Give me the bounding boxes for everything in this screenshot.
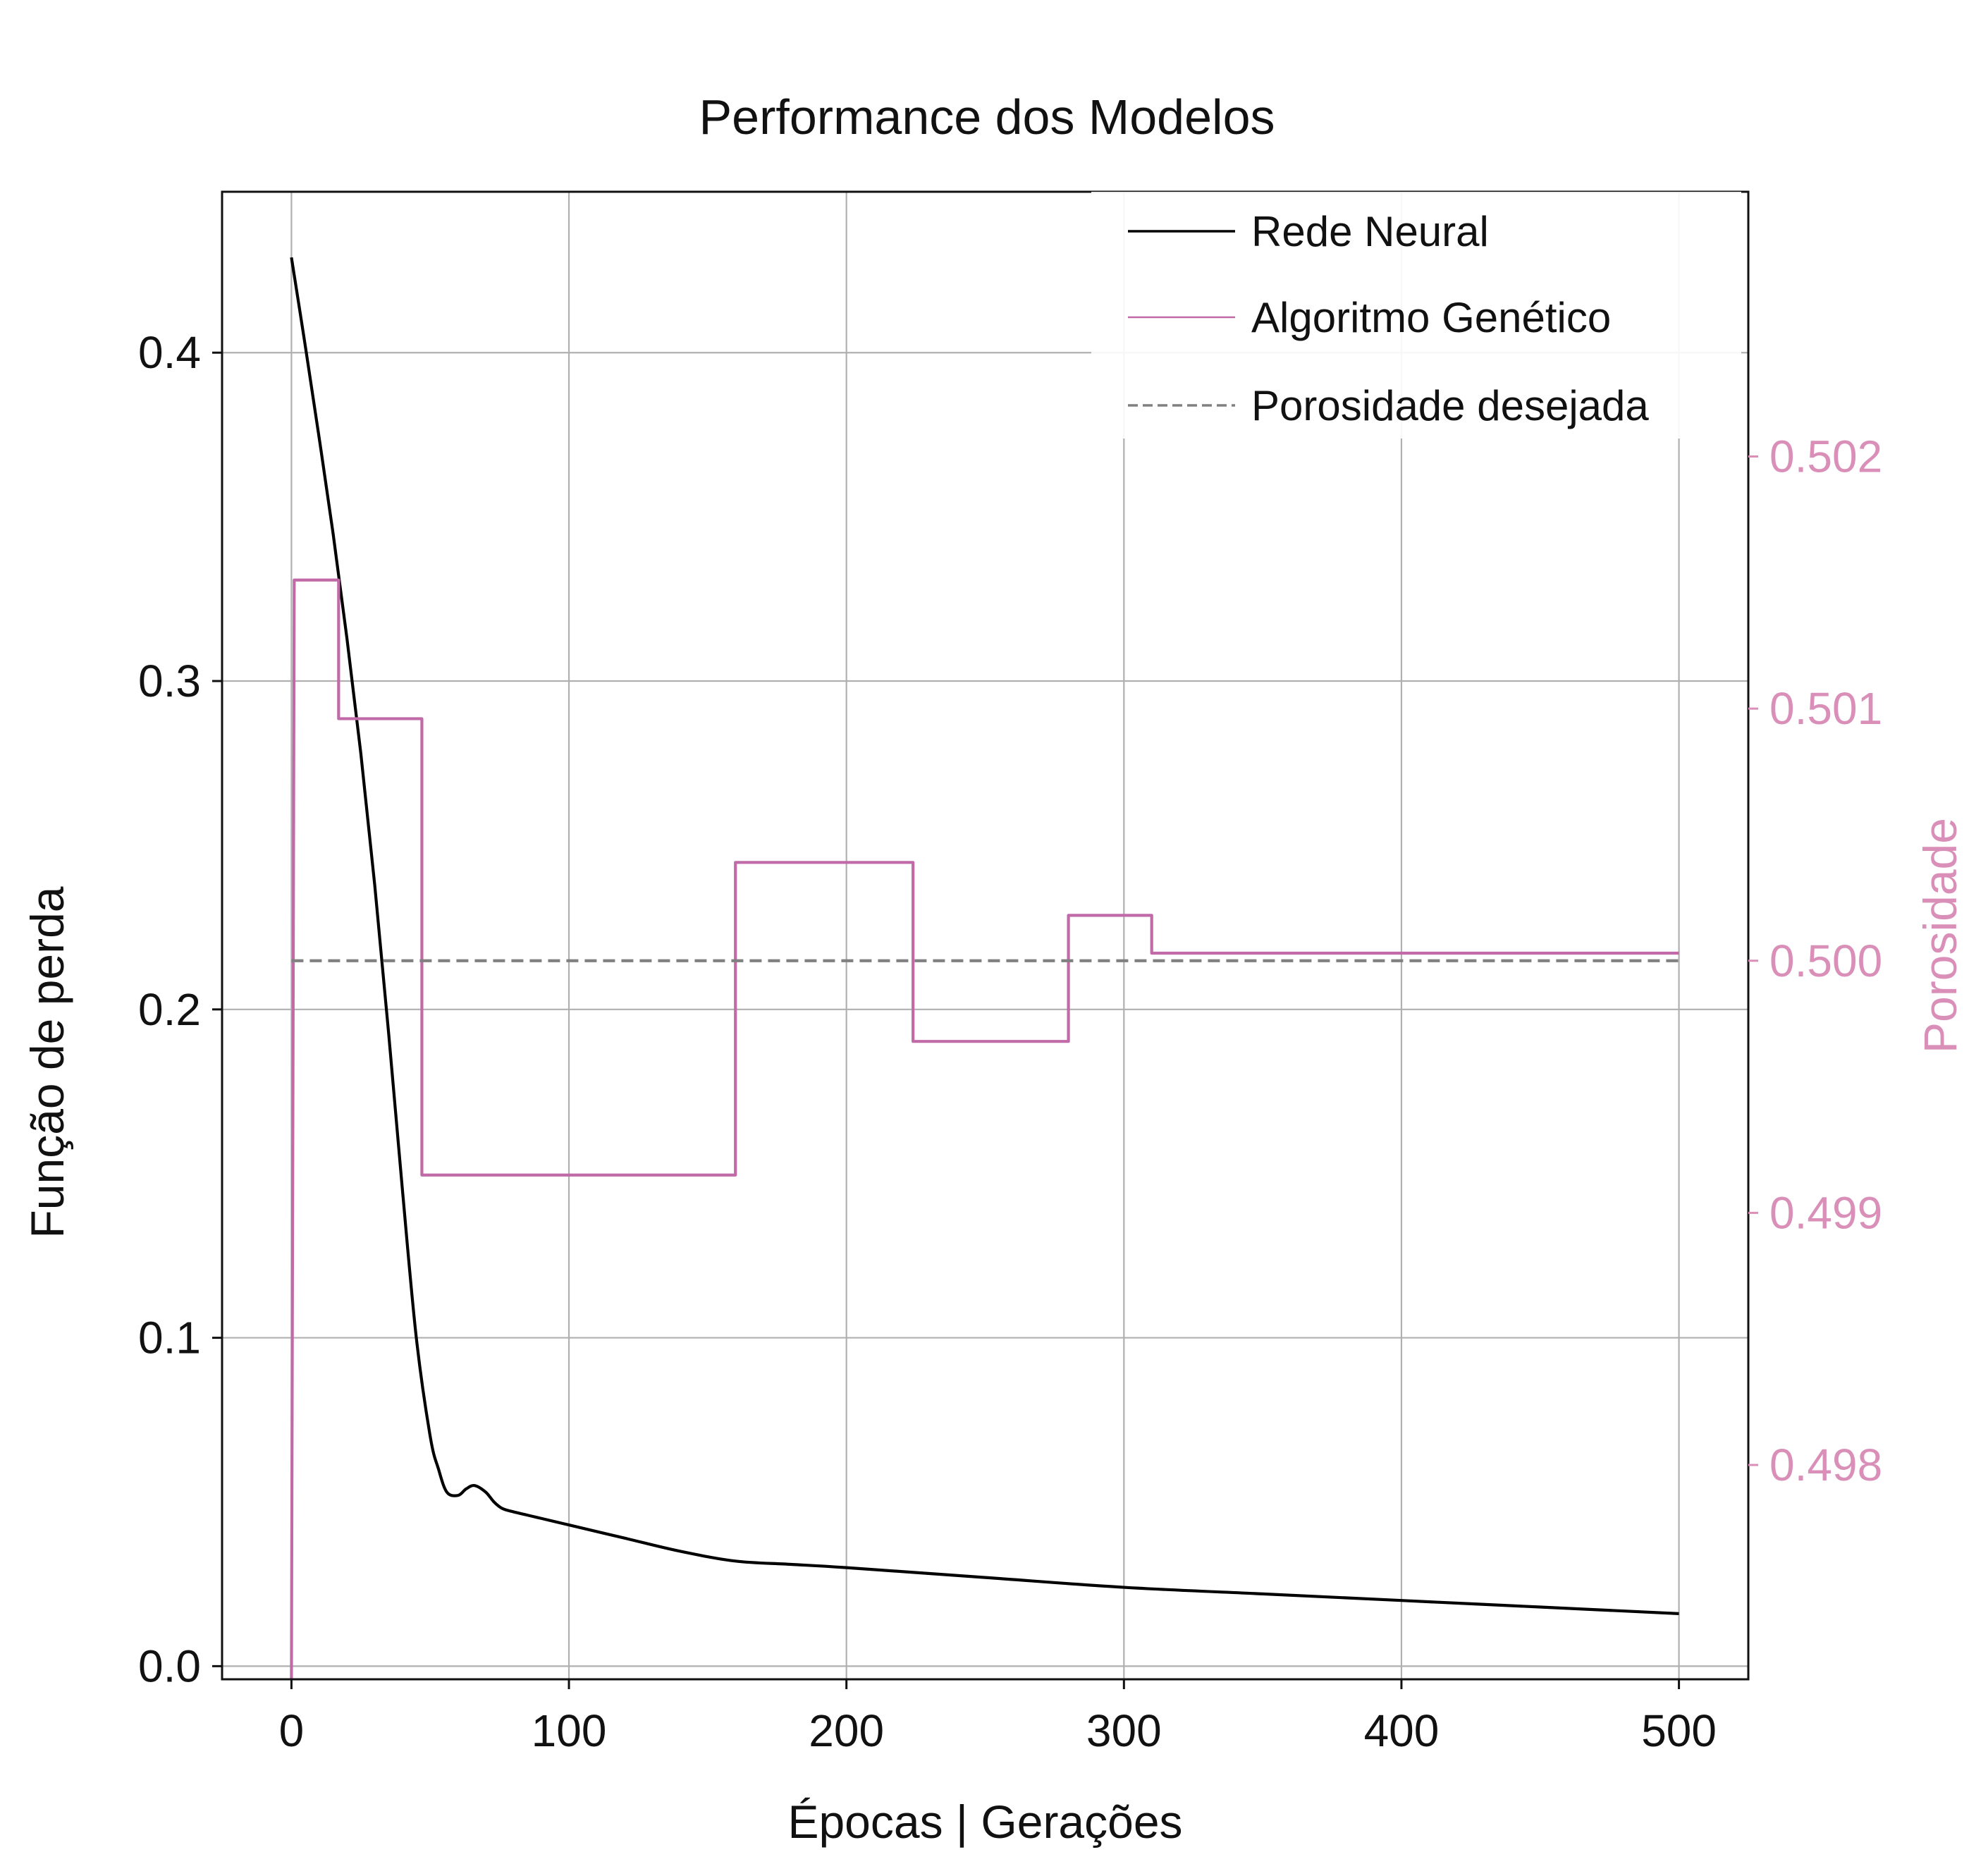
- x-tick-label: 300: [1086, 1705, 1162, 1756]
- y-tick-label: 0.0: [138, 1641, 201, 1691]
- series-layer: [290, 257, 1679, 1680]
- axes: 0 100 200 300 400 500 0.0 0.1 0.2 0.3 0.4 0.498 0.49…: [138, 327, 1882, 1756]
- x-tick-label: 0: [279, 1705, 305, 1756]
- legend-label-rede-neural: Rede Neural: [1251, 208, 1489, 255]
- x-axis-label: Épocas | Gerações: [787, 1796, 1182, 1848]
- legend-label-algoritmo-genetico: Algoritmo Genético: [1251, 294, 1611, 341]
- y2-tick-label: 0.500: [1769, 936, 1882, 986]
- legend-label-porosidade-desejada: Porosidade desejada: [1251, 382, 1649, 429]
- chart-title: Performance dos Modelos: [699, 90, 1275, 145]
- legend: Rede Neural Algoritmo Genético Porosidad…: [1091, 192, 1741, 439]
- y-tick-label: 0.2: [138, 984, 201, 1035]
- y-axis-label: Função de perda: [21, 886, 73, 1238]
- x-tick-label: 100: [532, 1705, 607, 1756]
- series-line-algoritmo-genetico: [290, 578, 1679, 1680]
- series-line-rede-neural: [290, 257, 1679, 1615]
- plot-frame: [221, 190, 1750, 1681]
- y-tick-label: 0.3: [138, 656, 201, 706]
- y2-axis-label: Porosidade: [1914, 818, 1966, 1053]
- y-tick-label: 0.4: [138, 327, 201, 378]
- grid: [222, 192, 1748, 1679]
- y2-tick-label: 0.501: [1769, 683, 1882, 734]
- x-tick-label: 400: [1364, 1705, 1440, 1756]
- x-tick-label: 200: [809, 1705, 884, 1756]
- y2-tick-label: 0.502: [1769, 431, 1882, 482]
- y2-tick-label: 0.498: [1769, 1440, 1882, 1490]
- y2-tick-label: 0.499: [1769, 1187, 1882, 1238]
- x-tick-label: 500: [1641, 1705, 1717, 1756]
- y-tick-label: 0.1: [138, 1313, 201, 1363]
- legend-background: [1091, 192, 1741, 439]
